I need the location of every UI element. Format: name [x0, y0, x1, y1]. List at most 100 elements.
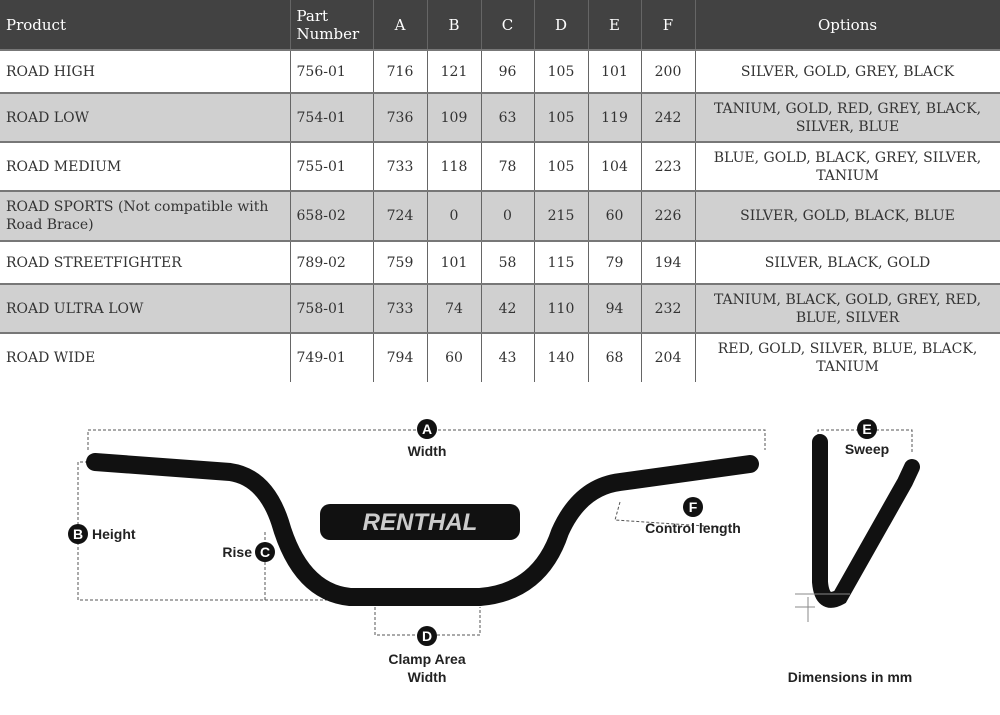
- svg-text:C: C: [260, 544, 270, 560]
- cell-d: 115: [534, 240, 589, 284]
- cell-b: 109: [427, 92, 482, 142]
- svg-text:Height: Height: [92, 526, 136, 542]
- table-row: ROAD WIDE 749-01 794 60 43 140 68 204 RED, GOLD,…: [0, 332, 1000, 382]
- column-header: B: [427, 0, 482, 50]
- svg-text:Rise: Rise: [222, 544, 252, 560]
- cell-product: ROAD WIDE: [0, 332, 291, 382]
- cell-options: SILVER, GOLD, GREY, BLACK: [695, 49, 1000, 93]
- cell-a: 733: [373, 141, 428, 191]
- cell-d: 140: [534, 332, 589, 382]
- column-header: D: [534, 0, 589, 50]
- cell-e: 68: [588, 332, 642, 382]
- cell-product: ROAD HIGH: [0, 49, 291, 93]
- svg-text:B: B: [73, 526, 83, 542]
- cell-c: 43: [481, 332, 535, 382]
- column-header: Product: [0, 0, 291, 50]
- cell-product: ROAD STREETFIGHTER: [0, 240, 291, 284]
- cell-product: ROAD SPORTS (Not compatible with Road Br…: [0, 190, 291, 241]
- cell-product: ROAD MEDIUM: [0, 141, 291, 191]
- svg-text:E: E: [862, 421, 871, 437]
- label-d: D Clamp Area Width: [388, 626, 466, 685]
- cell-e: 119: [588, 92, 642, 142]
- cell-f: 242: [641, 92, 696, 142]
- cell-b: 101: [427, 240, 482, 284]
- cell-part: 658-02: [290, 190, 374, 241]
- svg-text:D: D: [422, 628, 432, 644]
- crossbar-pad: [320, 504, 520, 540]
- cell-a: 716: [373, 49, 428, 93]
- label-b: B Height: [68, 524, 136, 544]
- column-header: C: [481, 0, 535, 50]
- label-f: F Control length: [645, 497, 741, 536]
- cell-c: 58: [481, 240, 535, 284]
- cell-c: 0: [481, 190, 535, 241]
- cell-product: ROAD LOW: [0, 92, 291, 142]
- svg-text:Sweep: Sweep: [845, 441, 889, 457]
- cell-f: 194: [641, 240, 696, 284]
- cell-d: 105: [534, 141, 589, 191]
- column-header: A: [373, 0, 428, 50]
- cell-product: ROAD ULTRA LOW: [0, 283, 291, 333]
- cell-d: 215: [534, 190, 589, 241]
- svg-text:A: A: [422, 421, 432, 437]
- svg-text:Control length: Control length: [645, 520, 741, 536]
- table-row: ROAD SPORTS (Not compatible with Road Br…: [0, 190, 1000, 241]
- units-note: Dimensions in mm: [788, 669, 912, 685]
- table-row: ROAD ULTRA LOW 758-01 733 74 42 110 94 232 TANIU…: [0, 283, 1000, 333]
- label-c: C Rise: [222, 542, 275, 562]
- cell-b: 0: [427, 190, 482, 241]
- svg-text:Clamp Area: Clamp Area: [388, 651, 466, 667]
- cell-a: 733: [373, 283, 428, 333]
- cell-part: 756-01: [290, 49, 374, 93]
- cell-options: TANIUM, GOLD, RED, GREY, BLACK, SILVER, …: [695, 92, 1000, 142]
- table-header: Product Part Number A B C D E F Options: [0, 0, 1000, 50]
- label-a: A Width: [408, 419, 447, 459]
- cell-b: 121: [427, 49, 482, 93]
- table-row: ROAD HIGH 756-01 716 121 96 105 101 200 SILVER, …: [0, 49, 1000, 93]
- cell-d: 105: [534, 49, 589, 93]
- cell-options: SILVER, BLACK, GOLD: [695, 240, 1000, 284]
- cell-options: SILVER, GOLD, BLACK, BLUE: [695, 190, 1000, 241]
- cell-part: 755-01: [290, 141, 374, 191]
- table-row: ROAD MEDIUM 755-01 733 118 78 105 104 223 BLUE, …: [0, 141, 1000, 191]
- column-header: Options: [695, 0, 1000, 50]
- cell-e: 60: [588, 190, 642, 241]
- cell-c: 42: [481, 283, 535, 333]
- table-row: ROAD LOW 754-01 736 109 63 105 119 242 TANIUM, G…: [0, 92, 1000, 142]
- column-header: F: [641, 0, 696, 50]
- cell-part: 789-02: [290, 240, 374, 284]
- cell-f: 223: [641, 141, 696, 191]
- cell-c: 78: [481, 141, 535, 191]
- cell-f: 204: [641, 332, 696, 382]
- cell-options: RED, GOLD, SILVER, BLUE, BLACK, TANIUM: [695, 332, 1000, 382]
- cell-d: 105: [534, 92, 589, 142]
- table-row: ROAD STREETFIGHTER 789-02 759 101 58 115 79 194…: [0, 240, 1000, 284]
- cell-part: 758-01: [290, 283, 374, 333]
- cell-c: 63: [481, 92, 535, 142]
- cell-part: 749-01: [290, 332, 374, 382]
- renthal-logo: RENTHAL: [363, 509, 478, 536]
- cell-options: TANIUM, BLACK, GOLD, GREY, RED, BLUE, SI…: [695, 283, 1000, 333]
- cell-e: 101: [588, 49, 642, 93]
- cell-c: 96: [481, 49, 535, 93]
- svg-text:Width: Width: [408, 443, 447, 459]
- cell-f: 232: [641, 283, 696, 333]
- cell-part: 754-01: [290, 92, 374, 142]
- svg-text:F: F: [689, 499, 698, 515]
- cell-b: 74: [427, 283, 482, 333]
- cell-a: 759: [373, 240, 428, 284]
- cell-d: 110: [534, 283, 589, 333]
- column-header: Part Number: [290, 0, 374, 50]
- cell-e: 94: [588, 283, 642, 333]
- cell-e: 79: [588, 240, 642, 284]
- cell-a: 794: [373, 332, 428, 382]
- label-e: E Sweep: [845, 419, 889, 457]
- handlebar-diagram: RENTHAL A Width B Height C Rise D Clamp …: [68, 419, 920, 685]
- cell-f: 226: [641, 190, 696, 241]
- spec-table: Product Part Number A B C D E F Options ROAD HIG…: [0, 0, 1000, 382]
- svg-text:Width: Width: [408, 669, 447, 685]
- cell-f: 200: [641, 49, 696, 93]
- cell-b: 118: [427, 141, 482, 191]
- cell-e: 104: [588, 141, 642, 191]
- cell-b: 60: [427, 332, 482, 382]
